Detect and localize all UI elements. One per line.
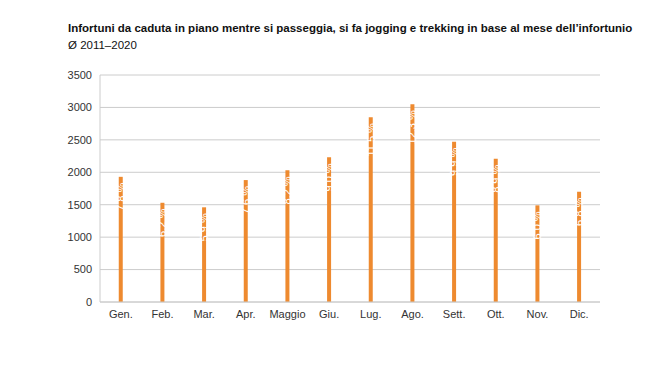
svg-text:6,0 %: 6,0 % — [531, 211, 543, 239]
svg-text:9,9 %: 9,9 % — [448, 148, 460, 176]
svg-text:1000: 1000 — [68, 231, 92, 243]
html-text:Ø 2011–2020: Ø 2011–2020 — [68, 39, 137, 51]
svg-text:0: 0 — [86, 296, 92, 308]
svg-text:12,3 %: 12,3 % — [406, 110, 418, 144]
svg-text:7,8 %: 7,8 % — [115, 183, 127, 211]
svg-text:3000: 3000 — [68, 101, 92, 113]
svg-text:Sett.: Sett. — [443, 308, 466, 320]
svg-text:Giu.: Giu. — [319, 308, 339, 320]
svg-text:2500: 2500 — [68, 134, 92, 146]
svg-text:Dic.: Dic. — [570, 308, 589, 320]
svg-text:Apr.: Apr. — [236, 308, 256, 320]
svg-text:1500: 1500 — [68, 199, 92, 211]
svg-text:Ago.: Ago. — [401, 308, 424, 320]
svg-text:500: 500 — [74, 263, 92, 275]
svg-text:Nov.: Nov. — [527, 308, 549, 320]
svg-text:Ott.: Ott. — [487, 308, 505, 320]
svg-text:8,2 %: 8,2 % — [281, 176, 293, 204]
svg-text:7,6 %: 7,6 % — [240, 186, 252, 214]
svg-text:Gen.: Gen. — [109, 308, 133, 320]
svg-text:Maggio: Maggio — [269, 308, 305, 320]
svg-text:3500: 3500 — [68, 69, 92, 81]
svg-text:Mar.: Mar. — [193, 308, 214, 320]
svg-text:6,2 %: 6,2 % — [156, 209, 168, 237]
svg-text:Lug.: Lug. — [360, 308, 381, 320]
svg-text:9,0 %: 9,0 % — [323, 163, 335, 191]
svg-text:8,9 %: 8,9 % — [490, 164, 502, 192]
svg-text:11,5 %: 11,5 % — [365, 123, 377, 157]
svg-text:2000: 2000 — [68, 166, 92, 178]
html-text:Infortuni da caduta in piano m: Infortuni da caduta in piano mentre si p… — [68, 22, 633, 34]
svg-text:6,8 %: 6,8 % — [573, 198, 585, 226]
svg-text:Feb.: Feb. — [151, 308, 173, 320]
svg-text:5,9 %: 5,9 % — [198, 213, 210, 241]
